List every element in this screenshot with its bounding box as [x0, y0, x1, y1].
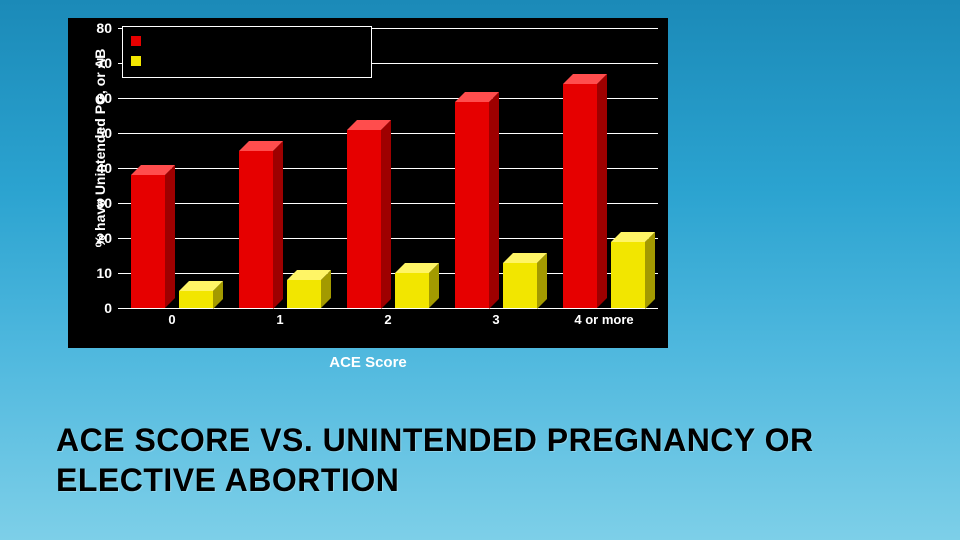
legend-swatch	[131, 36, 141, 46]
x-tick-label: 4 or more	[574, 312, 633, 327]
y-tick-label: 50	[78, 125, 112, 141]
bar	[179, 281, 223, 309]
chart-panel: % have Unintended PG, or AB ACE Score 01…	[68, 18, 668, 348]
x-tick-label: 3	[492, 312, 499, 327]
y-tick-label: 80	[78, 20, 112, 36]
bar	[131, 165, 175, 308]
y-tick-label: 0	[78, 300, 112, 316]
bar	[455, 92, 499, 309]
bar	[563, 74, 607, 308]
bar	[239, 141, 283, 309]
legend-item	[131, 51, 361, 71]
slide-title: ACE SCORE VS. UNINTENDED PREGNANCY OR EL…	[56, 420, 960, 500]
x-tick-label: 1	[276, 312, 283, 327]
x-tick-label: 2	[384, 312, 391, 327]
y-tick-label: 40	[78, 160, 112, 176]
bar	[347, 120, 391, 309]
y-tick-label: 60	[78, 90, 112, 106]
y-tick-label: 10	[78, 265, 112, 281]
x-tick-label: 0	[168, 312, 175, 327]
gridline	[118, 308, 658, 309]
bar	[287, 270, 331, 308]
y-tick-label: 20	[78, 230, 112, 246]
legend-swatch	[131, 56, 141, 66]
bar	[611, 232, 655, 309]
x-axis-label: ACE Score	[68, 354, 668, 371]
y-tick-label: 70	[78, 55, 112, 71]
bar	[503, 253, 547, 309]
y-tick-label: 30	[78, 195, 112, 211]
bar	[395, 263, 439, 308]
legend-item	[131, 31, 361, 51]
chart-legend	[122, 26, 372, 78]
y-axis-label: % have Unintended PG, or AB	[92, 49, 108, 248]
